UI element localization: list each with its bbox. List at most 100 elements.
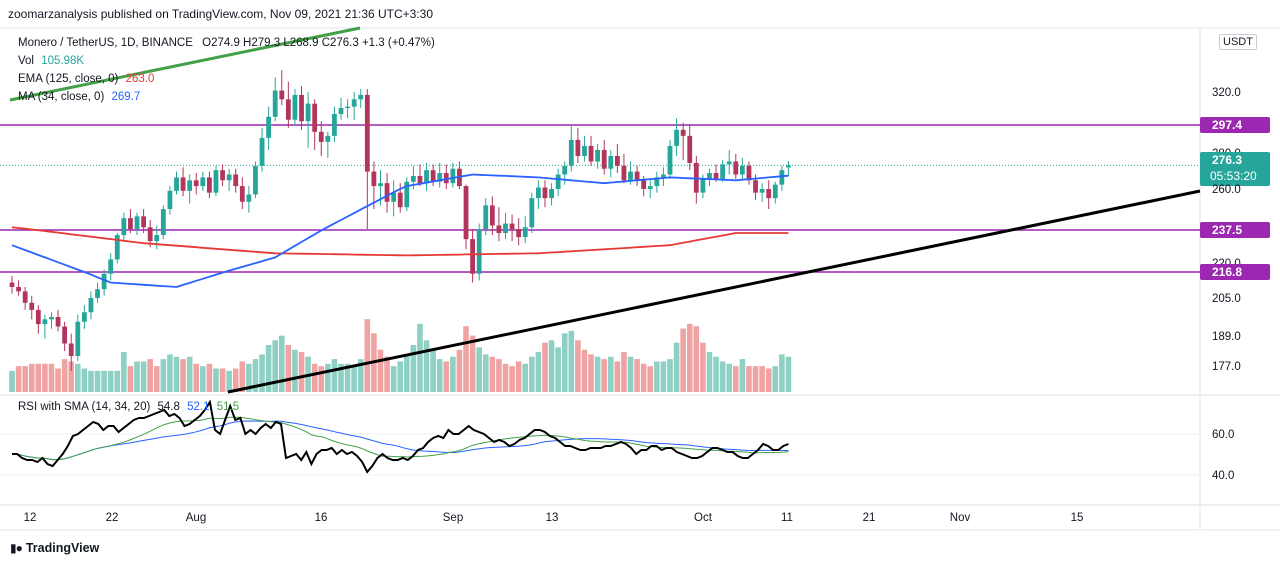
volume-bar [575, 340, 581, 392]
volume-bar [746, 366, 752, 392]
rsi-value: 54.8 [157, 401, 180, 413]
candle-body [160, 209, 166, 236]
volume-legend: Vol 105.98K [18, 52, 435, 70]
volume-bar [206, 363, 213, 392]
rsi-legend: RSI with SMA (14, 34, 20) 54.8 52.1 51.5 [18, 401, 239, 413]
volume-bar [68, 361, 75, 392]
price-axis-tick: 205.0 [1212, 293, 1241, 305]
volume-bar [193, 363, 200, 392]
candle-body [391, 192, 397, 202]
candle-body [29, 302, 35, 310]
candle-body [62, 326, 68, 344]
axis-layer: 320.0297.4280.0276.305:53:20260.0237.522… [24, 87, 1270, 524]
candle-body [384, 183, 390, 202]
candle-body [101, 273, 107, 290]
candle-body [522, 227, 528, 238]
volume-bar [647, 366, 654, 392]
volume-bar [226, 370, 232, 392]
volume-value: 105.98K [41, 55, 85, 67]
volume-bar [515, 361, 522, 392]
volume-bar [173, 356, 180, 392]
candle-body [259, 137, 265, 166]
candle-body [16, 286, 21, 292]
volume-bar [779, 354, 785, 392]
candle-body [739, 165, 745, 175]
volume-bar [621, 352, 627, 392]
volume-bar [660, 361, 667, 392]
volume-bar [673, 342, 680, 392]
volume-bar [213, 368, 219, 392]
candle-body [614, 155, 620, 166]
candle-body [496, 225, 502, 234]
volume-bar [693, 326, 700, 392]
volume-bar [733, 366, 739, 392]
volume-bar [417, 323, 423, 392]
candle-body [470, 239, 475, 274]
candle-body [667, 145, 673, 175]
candle-body [529, 198, 535, 228]
candle-body [220, 170, 225, 181]
ma-legend: MA (34, close, 0) 269.7 [18, 88, 435, 106]
volume-bar [331, 359, 338, 392]
candle-body [483, 205, 489, 230]
candle-body [253, 165, 258, 195]
volume-bar [640, 363, 647, 392]
volume-bar [443, 361, 450, 392]
tradingview-logo-icon: ▮● [10, 541, 23, 555]
candle-body [167, 190, 173, 210]
candle-body [680, 129, 686, 136]
time-axis-tick: Nov [950, 512, 971, 524]
candle-body [292, 94, 298, 120]
tradingview-brand-text: TradingView [25, 541, 100, 555]
volume-bar [200, 366, 206, 392]
candle-body [305, 103, 311, 122]
volume-bar [140, 361, 147, 392]
candle-body [595, 149, 601, 162]
currency-badge[interactable]: USDT [1219, 34, 1257, 50]
volume-bar [456, 349, 463, 392]
volume-bar [101, 370, 107, 392]
candle-body [213, 170, 219, 193]
candle-body [766, 189, 772, 199]
candle-body [641, 180, 647, 189]
volume-bar [601, 359, 607, 392]
time-axis-tick: Sep [443, 512, 463, 524]
volume-bar [94, 370, 101, 392]
volume-bar [529, 356, 535, 392]
candle-body [187, 180, 193, 191]
volume-bar [325, 363, 331, 392]
candle-body [549, 189, 554, 199]
ma-label: MA (34, close, 0) [18, 91, 105, 103]
candle-body [628, 171, 633, 181]
volume-bar [127, 366, 134, 392]
green-trendline [9, 26, 361, 102]
candle-body [312, 103, 318, 132]
volume-bar [509, 366, 515, 392]
volume-label: Vol [18, 55, 34, 67]
ma-value: 269.7 [111, 91, 141, 103]
volume-bar [186, 356, 193, 392]
volume-bar [469, 335, 476, 392]
candle-body [272, 90, 278, 117]
candle-body [713, 173, 719, 179]
candle-body [726, 161, 732, 165]
candles-layer [9, 70, 791, 371]
volume-bar [61, 359, 68, 392]
candle-body [404, 181, 410, 208]
time-axis-tick: Aug [186, 512, 206, 524]
candle-body [733, 161, 739, 175]
candle-body [55, 317, 61, 327]
volume-bar [502, 363, 509, 392]
volume-bar [272, 340, 278, 392]
volume-bar [450, 356, 456, 392]
volume-bar [463, 326, 469, 392]
candle-body [332, 113, 337, 136]
rsi-label: RSI with SMA (14, 34, 20) [18, 401, 151, 413]
volume-bar [9, 370, 15, 392]
tradingview-logo[interactable]: ▮● TradingView [10, 541, 99, 555]
time-axis-tick: 15 [1071, 512, 1084, 524]
volume-bar [397, 361, 404, 392]
price-axis-tick: 189.0 [1212, 331, 1241, 343]
